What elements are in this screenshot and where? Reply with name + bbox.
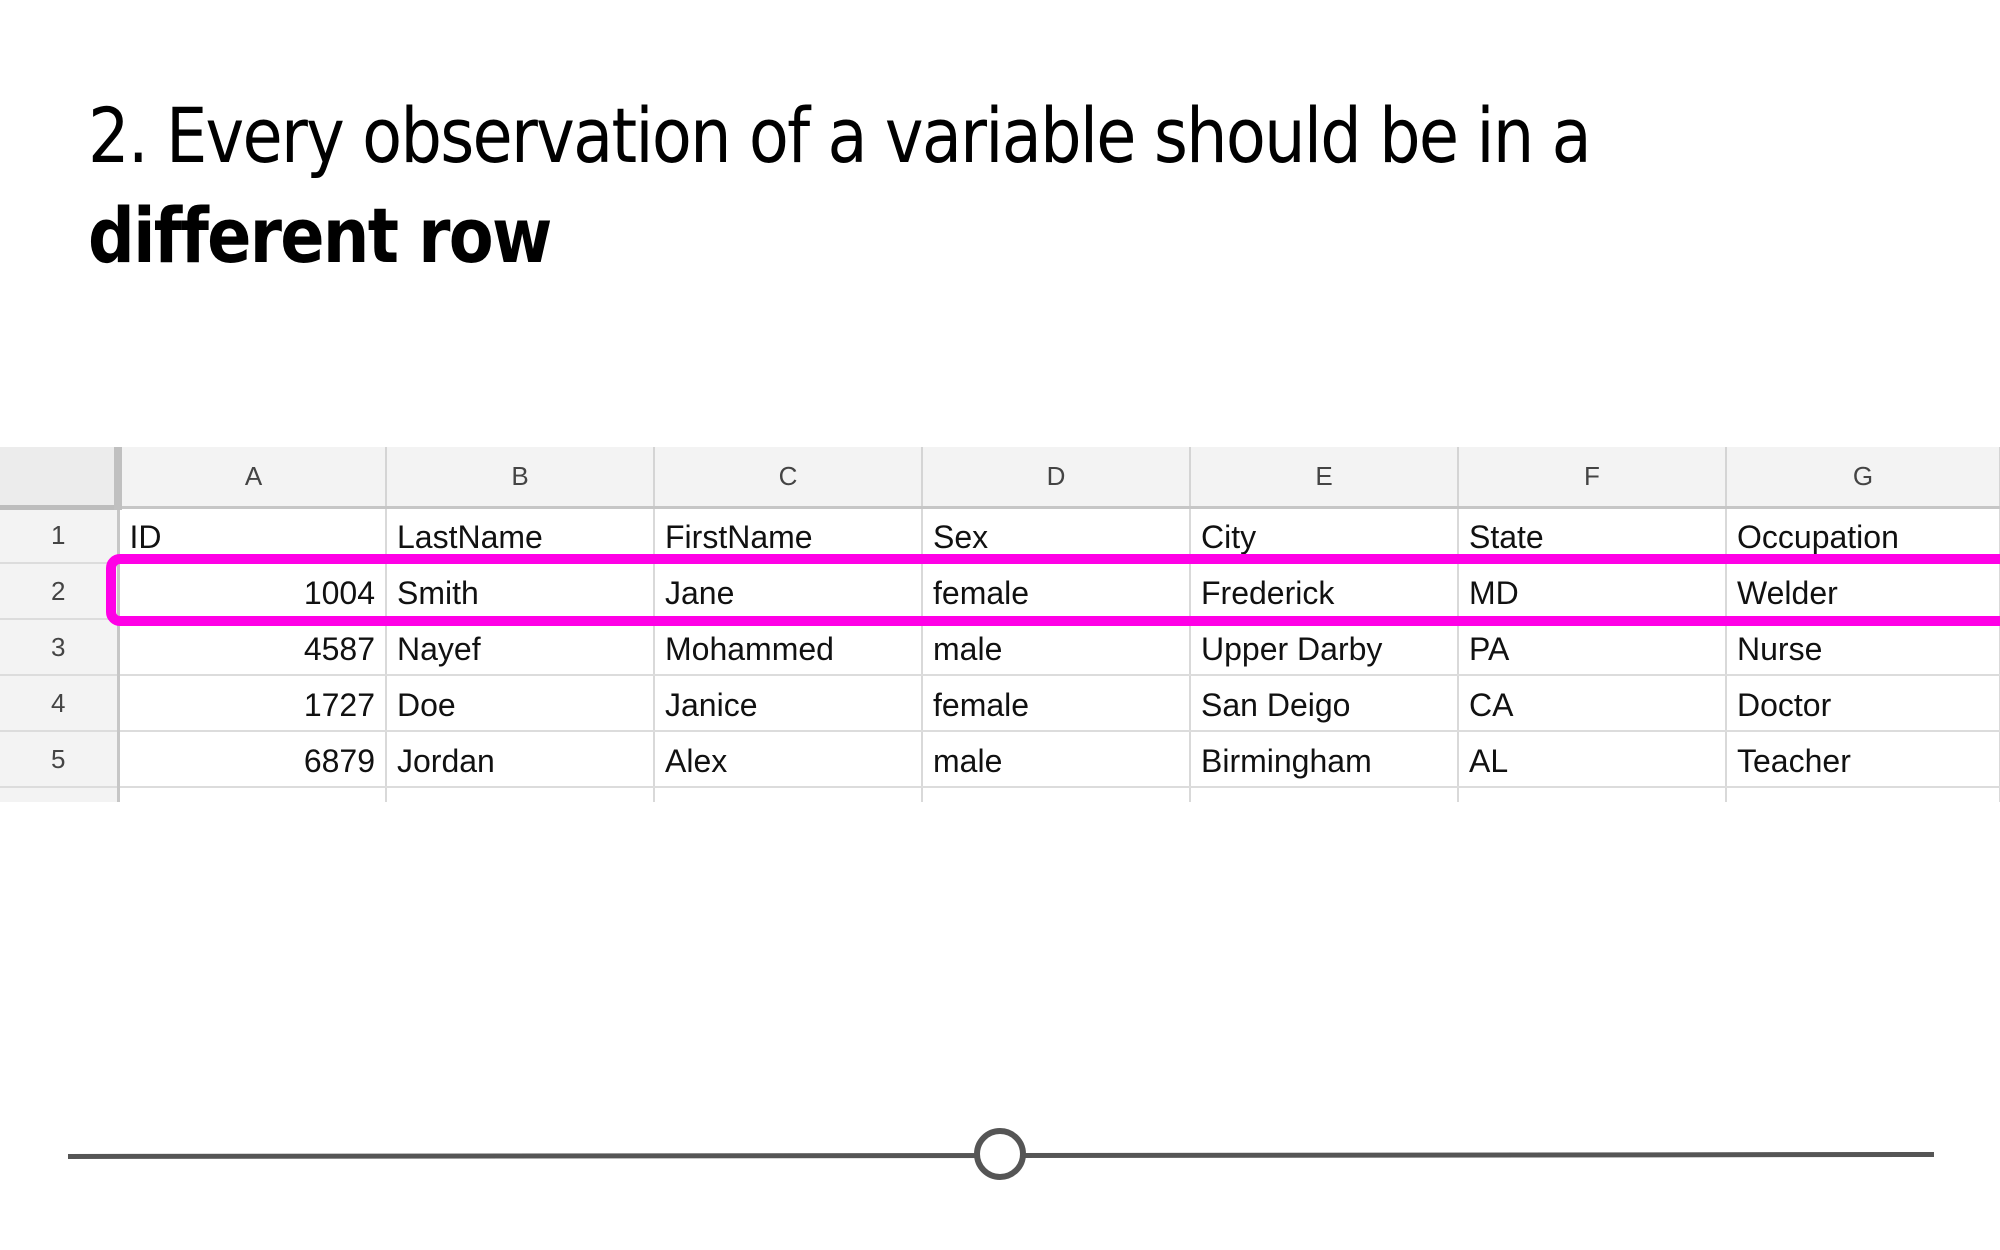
cell-e2[interactable]: Frederick [1190,563,1459,620]
cell-g5[interactable]: Teacher [1726,731,2000,788]
row-header-empty [0,787,120,802]
row-header-1[interactable]: 1 [0,507,120,564]
empty-cell[interactable] [1726,787,2000,802]
cell-d5[interactable]: male [922,731,1191,788]
column-header-f[interactable]: F [1458,447,1727,509]
cell-e3[interactable]: Upper Darby [1190,619,1459,676]
empty-cell[interactable] [1458,787,1727,802]
title-line-2: different row [88,191,552,280]
cell-c3[interactable]: Mohammed [654,619,923,676]
cell-a4[interactable]: 1727 [118,675,387,732]
cell-c4[interactable]: Janice [654,675,923,732]
cell-b3[interactable]: Nayef [386,619,655,676]
column-header-row: A B C D E F G [0,447,2000,510]
row-header-4[interactable]: 4 [0,675,120,732]
column-header-g[interactable]: G [1726,447,2000,509]
column-header-c[interactable]: C [654,447,923,509]
progress-handle[interactable] [974,1128,1026,1180]
cell-b4[interactable]: Doe [386,675,655,732]
cell-f5[interactable]: AL [1458,731,1727,788]
table-row: 4 1727 Doe Janice female San Deigo CA Do… [0,675,2000,732]
row-2-highlight-box [106,554,2000,626]
cell-b2[interactable]: Smith [386,563,655,620]
empty-cell[interactable] [1190,787,1459,802]
cell-b5[interactable]: Jordan [386,731,655,788]
cell-d4[interactable]: female [922,675,1191,732]
row-header-2[interactable]: 2 [0,563,120,620]
empty-cell[interactable] [922,787,1191,802]
spreadsheet-table: A B C D E F G 1 ID LastName FirstName Se… [0,447,2000,802]
cell-a5[interactable]: 6879 [118,731,387,788]
row-header-3[interactable]: 3 [0,619,120,676]
cell-f4[interactable]: CA [1458,675,1727,732]
column-header-b[interactable]: B [386,447,655,509]
table-row: 3 4587 Nayef Mohammed male Upper Darby P… [0,619,2000,676]
cell-d3[interactable]: male [922,619,1191,676]
cell-e5[interactable]: Birmingham [1190,731,1459,788]
slide-title: 2. Every observation of a variable shoul… [88,86,1636,286]
empty-cell[interactable] [654,787,923,802]
row-header-5[interactable]: 5 [0,731,120,788]
cell-d2[interactable]: female [922,563,1191,620]
cell-e4[interactable]: San Deigo [1190,675,1459,732]
table-row: 2 1004 Smith Jane female Frederick MD We… [0,563,2000,620]
column-header-d[interactable]: D [922,447,1191,509]
cell-g4[interactable]: Doctor [1726,675,2000,732]
column-header-e[interactable]: E [1190,447,1459,509]
select-all-corner[interactable] [0,447,122,510]
table-row [0,787,2000,802]
empty-cell[interactable] [386,787,655,802]
column-header-a[interactable]: A [118,447,387,509]
cell-a2[interactable]: 1004 [118,563,387,620]
cell-g3[interactable]: Nurse [1726,619,2000,676]
cell-a3[interactable]: 4587 [118,619,387,676]
title-line-1: 2. Every observation of a variable shoul… [88,91,1592,180]
table-row: 5 6879 Jordan Alex male Birmingham AL Te… [0,731,2000,788]
cell-f3[interactable]: PA [1458,619,1727,676]
cell-c5[interactable]: Alex [654,731,923,788]
spreadsheet: A B C D E F G 1 ID LastName FirstName Se… [0,447,2000,802]
empty-cell[interactable] [118,787,387,802]
